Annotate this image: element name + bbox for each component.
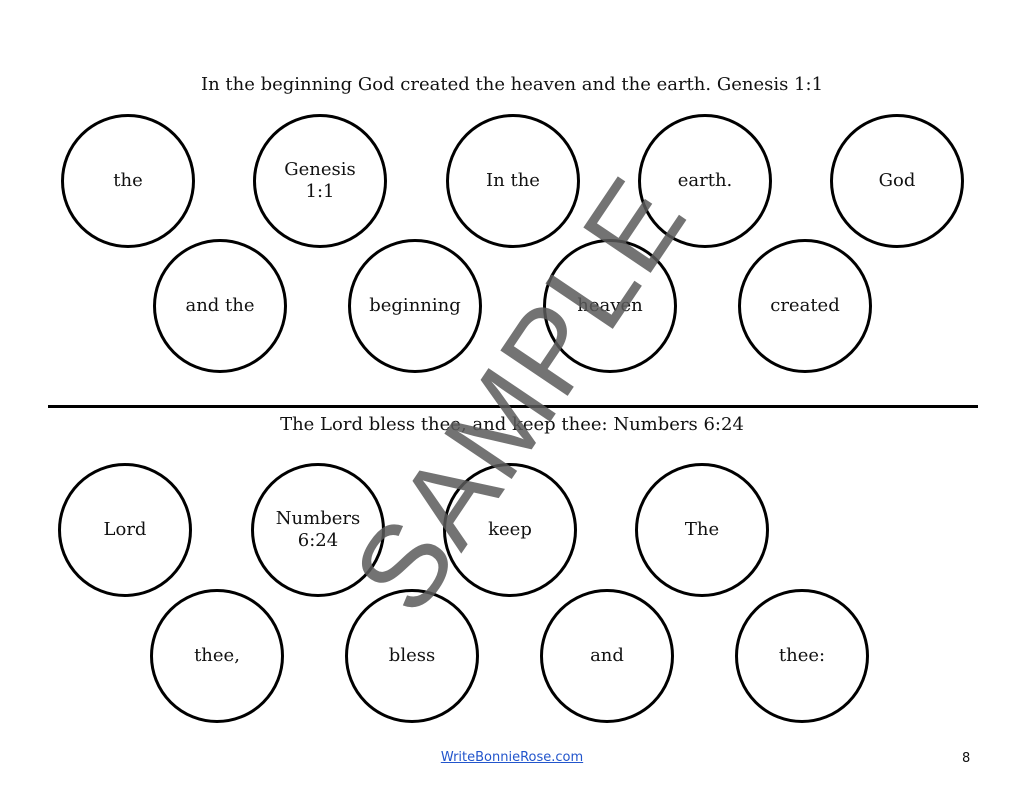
word-circle: heaven: [543, 239, 677, 373]
word-circle: bless: [345, 589, 479, 723]
word-circle: and the: [153, 239, 287, 373]
page-number: 8: [962, 751, 971, 766]
word-label: thee:: [778, 644, 826, 666]
word-label: and the: [185, 294, 255, 316]
word-circle: God: [830, 114, 964, 248]
word-circle: keep: [443, 463, 577, 597]
word-label: created: [770, 294, 840, 316]
word-label: bless: [388, 644, 436, 666]
divider: [48, 405, 978, 408]
word-circle: created: [738, 239, 872, 373]
word-label: God: [878, 169, 916, 191]
word-circle: Genesis 1:1: [253, 114, 387, 248]
word-circle: The: [635, 463, 769, 597]
word-circle: earth.: [638, 114, 772, 248]
word-circle: beginning: [348, 239, 482, 373]
word-circle: thee:: [735, 589, 869, 723]
word-circle: thee,: [150, 589, 284, 723]
word-label: earth.: [677, 169, 733, 191]
word-circle: and: [540, 589, 674, 723]
word-label: Lord: [103, 518, 147, 540]
word-label: In the: [486, 169, 540, 191]
word-label: keep: [488, 518, 532, 540]
word-circle: In the: [446, 114, 580, 248]
word-label: the: [113, 169, 143, 191]
word-label: and: [590, 644, 624, 666]
word-label: heaven: [577, 294, 643, 316]
word-label: Numbers 6:24: [275, 507, 361, 552]
word-label: beginning: [369, 294, 461, 316]
word-circle: Lord: [58, 463, 192, 597]
word-circle: the: [61, 114, 195, 248]
word-label: thee,: [194, 644, 240, 666]
section-title: The Lord bless thee, and keep thee: Numb…: [280, 414, 744, 435]
footer-link[interactable]: WriteBonnieRose.com: [440, 750, 584, 765]
word-label: The: [684, 518, 720, 540]
word-label: Genesis 1:1: [284, 158, 356, 203]
section-title: In the beginning God created the heaven …: [200, 74, 824, 95]
word-circle: Numbers 6:24: [251, 463, 385, 597]
